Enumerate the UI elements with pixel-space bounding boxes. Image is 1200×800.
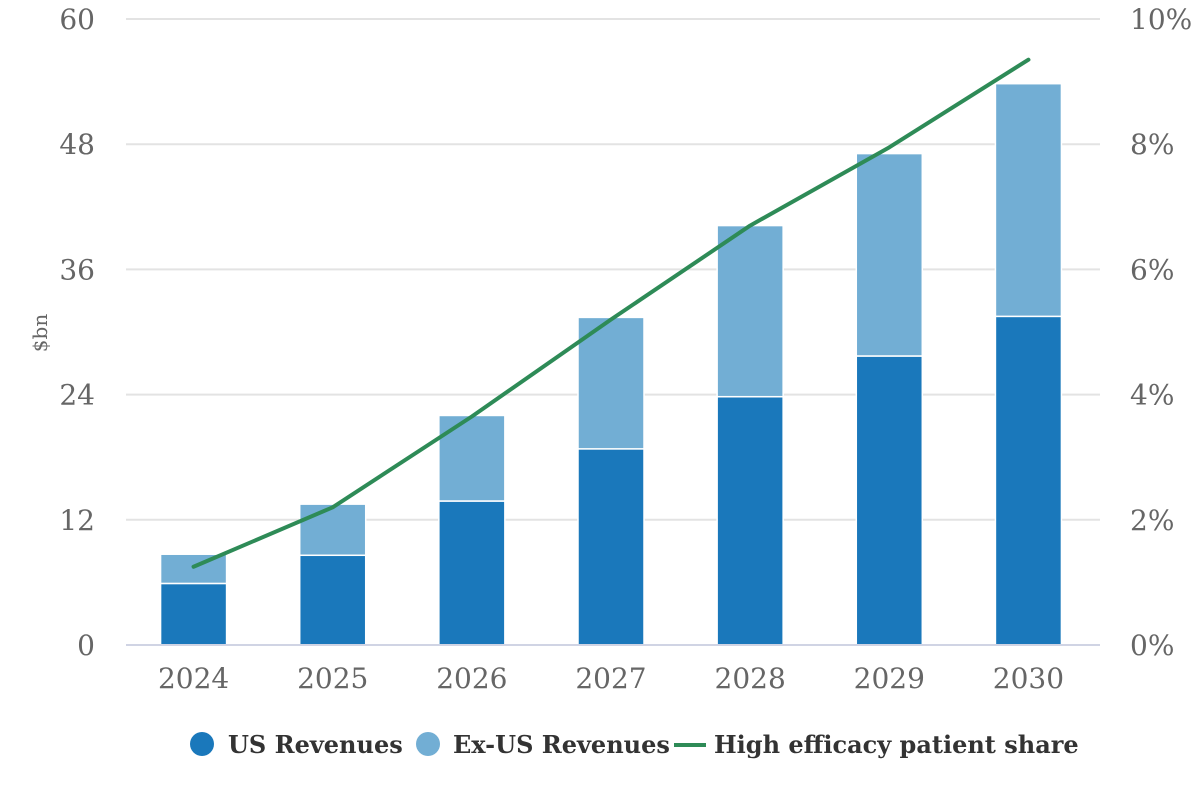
y-tick-label: 12 <box>59 504 95 537</box>
x-axis: 2024 2025 2026 2027 2028 2029 2030 <box>158 662 1064 695</box>
legend-label-high-efficacy-patient-share: High efficacy patient share <box>714 730 1079 759</box>
y-axis-left: 0 12 24 36 48 60 <box>59 3 95 662</box>
x-tick-label: 2024 <box>158 662 229 695</box>
bar-ex-us-revenues-2030 <box>994 82 1063 318</box>
legend-item-ex-us-revenues[interactable]: Ex-US Revenues <box>416 730 670 759</box>
bar-ex-us-revenues-2029 <box>855 152 924 357</box>
y2-tick-label: 0% <box>1130 629 1174 662</box>
bar-us-revenues-2025 <box>298 554 367 646</box>
y-tick-label: 24 <box>59 379 95 412</box>
bars <box>159 82 1063 646</box>
legend: US Revenues Ex-US Revenues High efficacy… <box>190 730 1079 759</box>
x-tick-label: 2027 <box>575 662 646 695</box>
legend-marker-us-revenues <box>190 732 214 756</box>
y2-tick-label: 4% <box>1130 379 1174 412</box>
legend-label-ex-us-revenues: Ex-US Revenues <box>453 730 670 759</box>
bar-us-revenues-2024 <box>159 582 228 646</box>
bar-ex-us-revenues-2026 <box>438 414 506 502</box>
bar-us-revenues-2028 <box>716 395 784 646</box>
legend-label-us-revenues: US Revenues <box>228 730 403 759</box>
x-tick-label: 2026 <box>436 662 507 695</box>
bar-ex-us-revenues-2025 <box>298 503 367 557</box>
legend-marker-ex-us-revenues <box>416 732 440 756</box>
x-tick-label: 2029 <box>854 662 925 695</box>
bar-us-revenues-2029 <box>855 355 924 646</box>
y2-tick-label: 10% <box>1130 3 1192 36</box>
bar-ex-us-revenues-2028 <box>716 224 784 398</box>
y2-tick-label: 2% <box>1130 504 1174 537</box>
y-tick-label: 60 <box>59 3 95 36</box>
y-tick-label: 36 <box>59 253 95 286</box>
y-axis-right: 0% 2% 4% 6% 8% 10% <box>1130 3 1192 662</box>
bar-ex-us-revenues-2027 <box>577 316 645 450</box>
x-tick-label: 2025 <box>297 662 368 695</box>
y-tick-label: 0 <box>77 629 95 662</box>
gridlines <box>126 18 1100 521</box>
y-tick-label: 48 <box>59 128 95 161</box>
bar-us-revenues-2027 <box>577 448 645 646</box>
bar-us-revenues-2030 <box>994 315 1063 646</box>
y-axis-label: $bn <box>28 314 52 353</box>
bar-us-revenues-2026 <box>438 500 506 646</box>
y2-tick-label: 6% <box>1130 253 1174 286</box>
y2-tick-label: 8% <box>1130 128 1174 161</box>
legend-item-high-efficacy-patient-share[interactable]: High efficacy patient share <box>674 730 1079 759</box>
line-series <box>191 57 1031 569</box>
x-tick-label: 2030 <box>993 662 1064 695</box>
x-tick-label: 2028 <box>715 662 786 695</box>
legend-item-us-revenues[interactable]: US Revenues <box>190 730 403 759</box>
